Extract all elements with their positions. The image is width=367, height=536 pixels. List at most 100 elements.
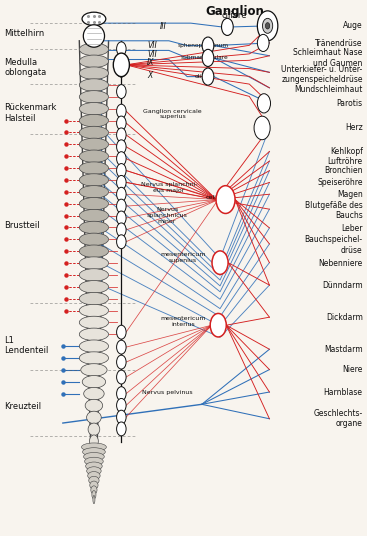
Circle shape	[117, 187, 126, 201]
Circle shape	[222, 18, 233, 35]
Circle shape	[202, 49, 214, 66]
Ellipse shape	[81, 364, 107, 376]
Text: Bronchien: Bronchien	[324, 166, 363, 175]
Text: celiacum: celiacum	[206, 196, 234, 200]
Ellipse shape	[79, 221, 109, 234]
Circle shape	[117, 223, 126, 237]
Ellipse shape	[79, 79, 109, 91]
Text: Bauchspeichel-
drüse: Bauchspeichel- drüse	[305, 235, 363, 255]
Ellipse shape	[79, 316, 109, 329]
Ellipse shape	[81, 443, 106, 451]
Text: Blutgefäße des
Bauchs: Blutgefäße des Bauchs	[305, 200, 363, 220]
Circle shape	[202, 37, 214, 54]
Circle shape	[202, 68, 214, 85]
Text: VII: VII	[148, 50, 157, 58]
Text: Nebenniere: Nebenniere	[319, 259, 363, 268]
Ellipse shape	[85, 457, 103, 466]
Text: Dünndarm: Dünndarm	[322, 281, 363, 289]
Ellipse shape	[82, 12, 106, 26]
Text: Niere: Niere	[342, 365, 363, 374]
Circle shape	[117, 104, 126, 118]
Text: Auge: Auge	[343, 21, 363, 31]
Ellipse shape	[79, 102, 109, 115]
Circle shape	[257, 34, 269, 51]
Circle shape	[117, 63, 126, 77]
Circle shape	[117, 422, 126, 436]
Text: L1
Lendenteil: L1 Lendenteil	[4, 336, 49, 355]
Ellipse shape	[79, 233, 109, 245]
Text: Luftröhre: Luftröhre	[327, 157, 363, 166]
Circle shape	[210, 314, 226, 337]
Circle shape	[216, 185, 235, 213]
Ellipse shape	[91, 486, 97, 494]
Text: mesentericum
interius: mesentericum interius	[160, 316, 206, 327]
Text: Geschlechts-
organe: Geschlechts- organe	[313, 409, 363, 428]
Circle shape	[117, 140, 126, 154]
Ellipse shape	[86, 462, 102, 470]
Circle shape	[117, 355, 126, 369]
Ellipse shape	[93, 495, 95, 504]
Text: Harnblase: Harnblase	[324, 388, 363, 397]
Ellipse shape	[89, 477, 99, 485]
Text: Leber: Leber	[341, 225, 363, 234]
Ellipse shape	[83, 25, 105, 47]
Text: Nervus
splanchnicus
minor: Nervus splanchnicus minor	[146, 207, 188, 224]
Ellipse shape	[79, 138, 109, 151]
Circle shape	[212, 251, 228, 274]
Ellipse shape	[92, 490, 96, 499]
Ellipse shape	[79, 67, 109, 79]
Ellipse shape	[79, 55, 109, 68]
Text: Nervus splanchni-
eus major: Nervus splanchni- eus major	[141, 182, 197, 193]
Circle shape	[265, 23, 270, 29]
Text: Mittelhirn: Mittelhirn	[4, 29, 45, 39]
Text: Ganglion cervicale
superius: Ganglion cervicale superius	[143, 109, 202, 120]
Ellipse shape	[82, 376, 106, 388]
Text: Tränendrüse: Tränendrüse	[315, 39, 363, 48]
Ellipse shape	[79, 43, 109, 56]
Ellipse shape	[79, 269, 109, 281]
Circle shape	[117, 410, 126, 424]
Ellipse shape	[84, 388, 104, 400]
Circle shape	[254, 116, 270, 140]
Ellipse shape	[79, 245, 109, 257]
Ellipse shape	[79, 340, 109, 352]
Circle shape	[113, 53, 130, 77]
Circle shape	[117, 42, 126, 56]
Text: submandibulare: submandibulare	[181, 55, 228, 61]
Ellipse shape	[88, 423, 100, 436]
Text: mesentericum
supenius: mesentericum supenius	[160, 252, 206, 263]
Text: Ganglion: Ganglion	[205, 5, 264, 18]
Circle shape	[117, 325, 126, 339]
Text: Mundschleimhaut: Mundschleimhaut	[294, 85, 363, 94]
Text: Kreuzteil: Kreuzteil	[4, 403, 41, 412]
Circle shape	[117, 398, 126, 412]
Text: Kehlkopf: Kehlkopf	[330, 147, 363, 156]
Text: Unterkiefer- u. Unter-
zungenspeicheldrüse: Unterkiefer- u. Unter- zungenspeicheldrü…	[281, 65, 363, 84]
Text: oticum: oticum	[194, 74, 214, 79]
Circle shape	[262, 18, 273, 33]
Ellipse shape	[84, 452, 104, 461]
Ellipse shape	[79, 328, 109, 340]
Ellipse shape	[79, 162, 109, 174]
Ellipse shape	[79, 126, 109, 139]
Ellipse shape	[85, 399, 103, 412]
Text: Speiseröhre: Speiseröhre	[317, 178, 363, 187]
Ellipse shape	[79, 281, 109, 293]
Ellipse shape	[79, 257, 109, 269]
Text: Mastdarm: Mastdarm	[324, 345, 363, 354]
Ellipse shape	[79, 210, 109, 222]
Text: IX: IX	[147, 58, 155, 67]
Circle shape	[117, 370, 126, 384]
Text: Brustteil: Brustteil	[4, 221, 40, 230]
Circle shape	[117, 152, 126, 166]
Circle shape	[117, 340, 126, 354]
Text: III: III	[160, 23, 167, 32]
Ellipse shape	[79, 150, 109, 162]
Ellipse shape	[87, 467, 101, 475]
Circle shape	[117, 175, 126, 189]
Circle shape	[257, 11, 278, 41]
Circle shape	[117, 116, 126, 130]
Text: Magen: Magen	[337, 190, 363, 199]
Text: ciliare: ciliare	[222, 11, 247, 20]
Ellipse shape	[83, 448, 105, 456]
